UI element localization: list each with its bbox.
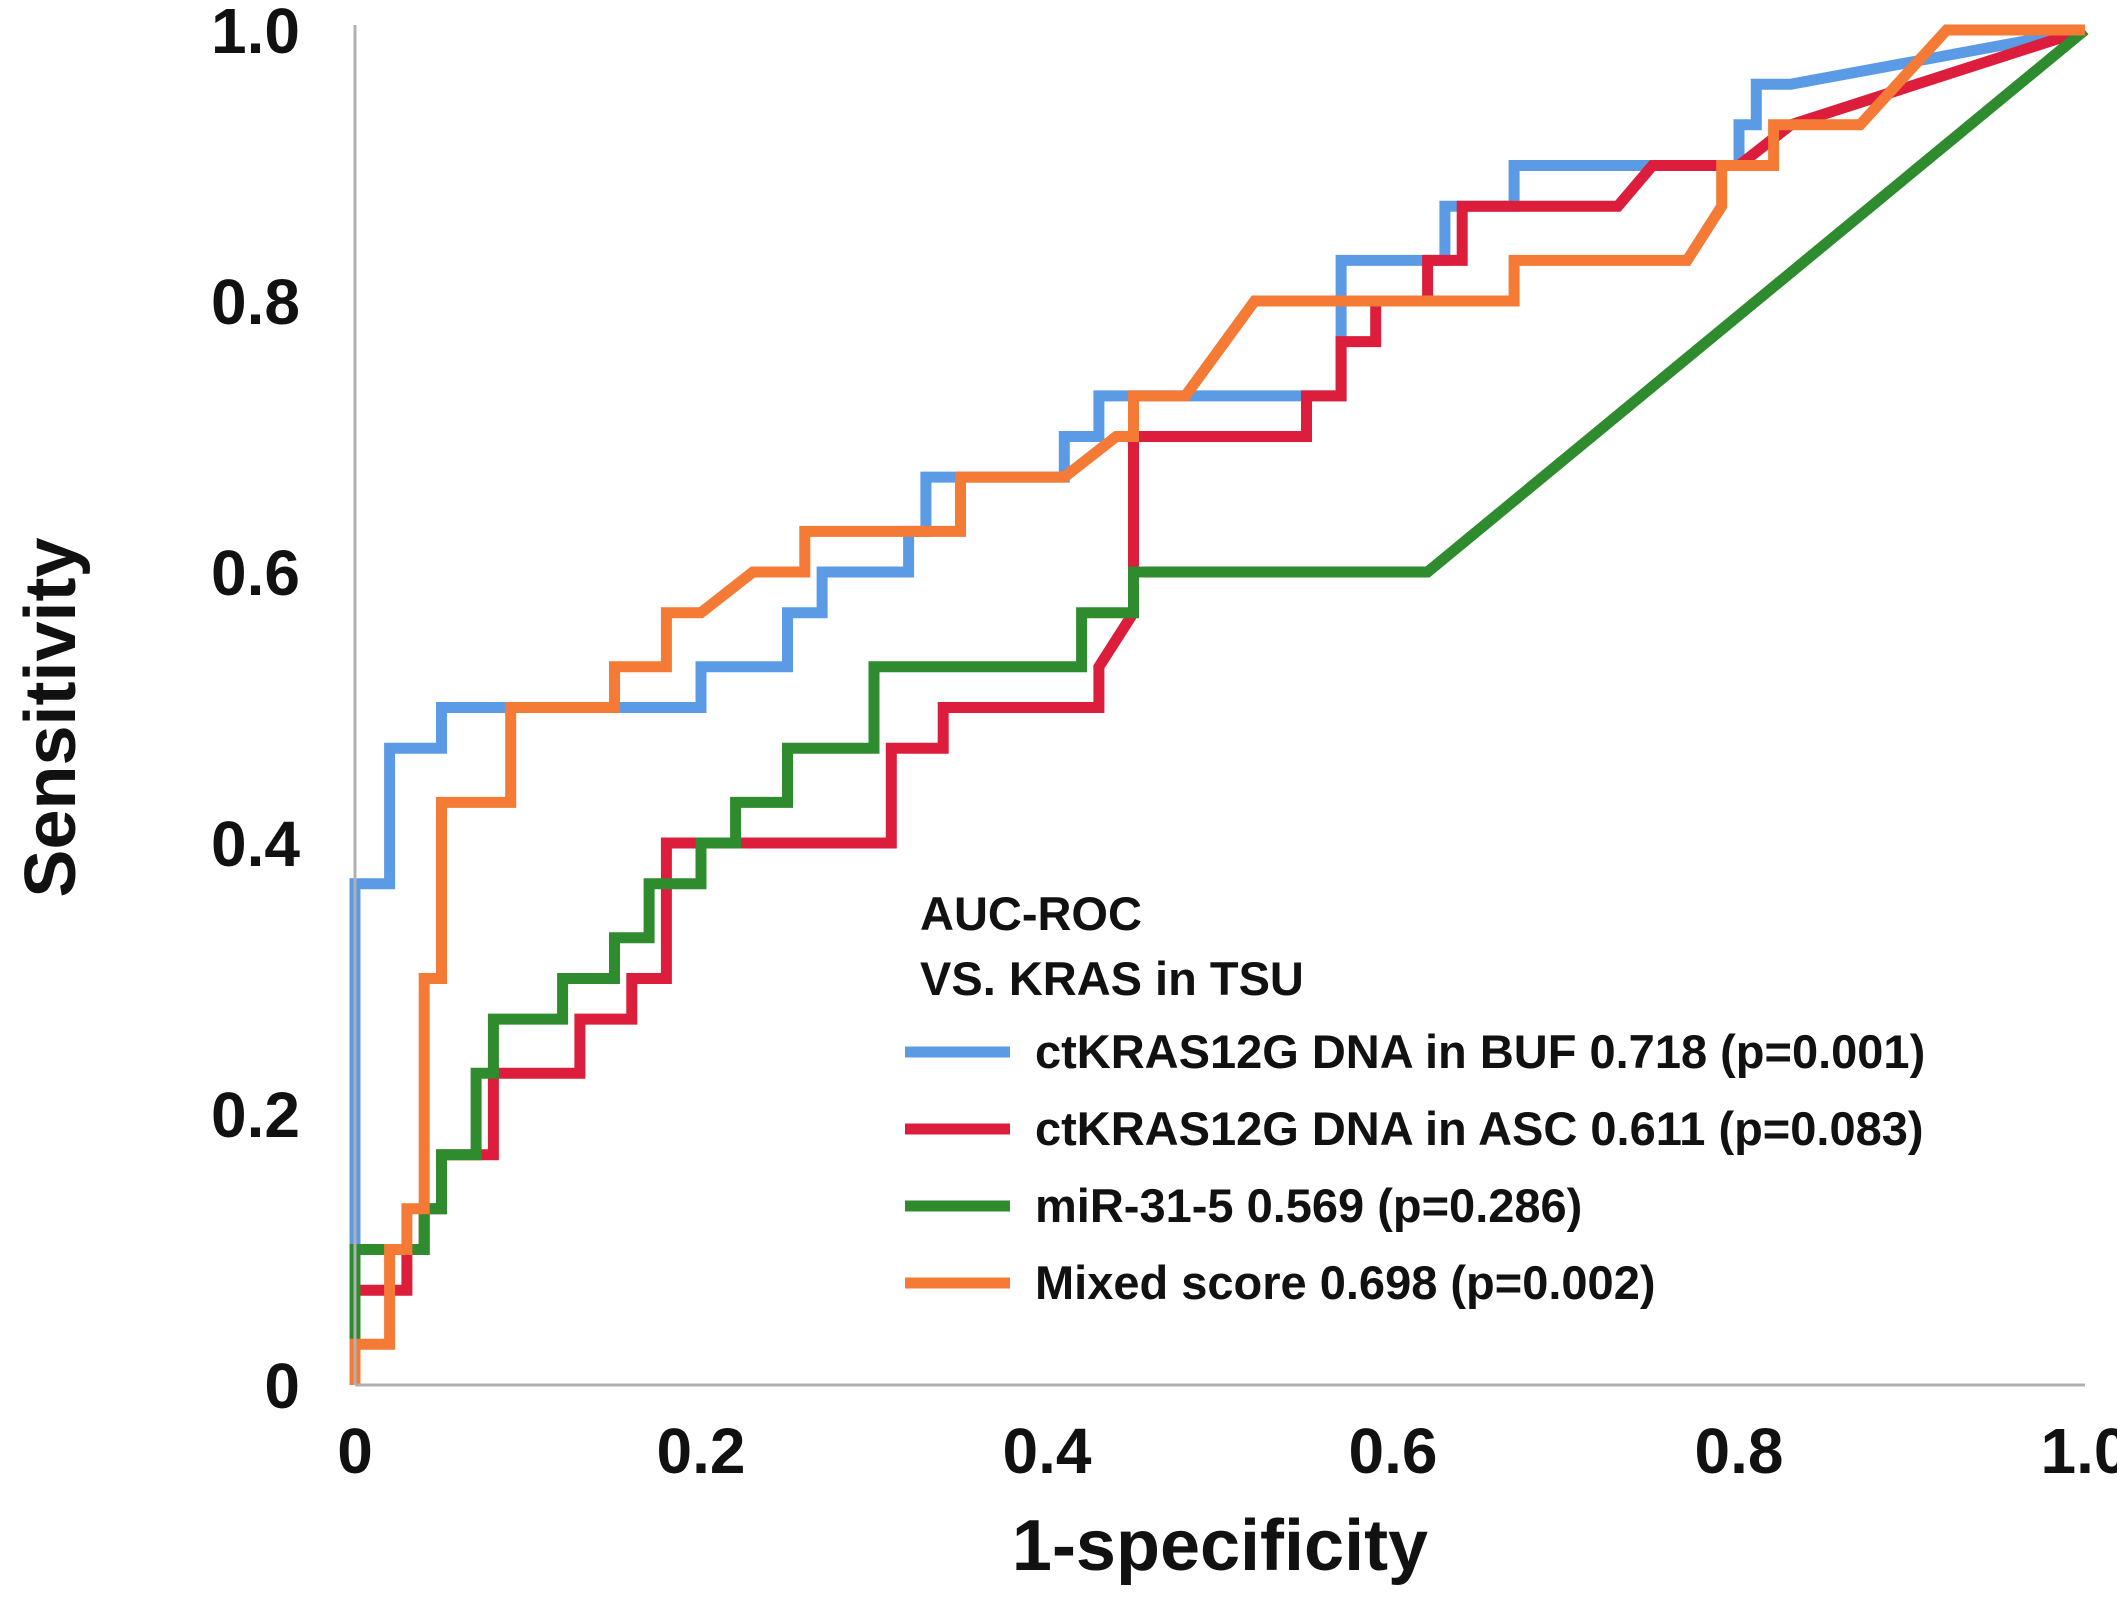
- legend-title-line-1: AUC-ROC: [920, 887, 1142, 940]
- tick-labels: 0 0.2 0.4 0.6 0.8 1.0 0 0.2 0.4 0.6 0.8 1.0: [211, 0, 2117, 1487]
- legend-label-4: Mixed score 0.698 (p=0.002): [1035, 1256, 1655, 1309]
- x-tick-label-5: 0.8: [1695, 1415, 1784, 1487]
- y-tick-label-1: 0: [264, 1350, 300, 1422]
- series-line-4: [349, 24, 2085, 1385]
- legend-items: ctKRAS12G DNA in BUF 0.718 (p=0.001) ctKR…: [905, 1025, 1925, 1309]
- legend-label-3: miR-31-5 0.569 (p=0.286): [1035, 1179, 1582, 1232]
- y-tick-label-5: 0.8: [211, 266, 300, 338]
- y-axis-title: Sensitivity: [11, 537, 91, 897]
- x-tick-label-1: 0: [337, 1415, 373, 1487]
- series-line-3: [349, 25, 2089, 1345]
- y-tick-label-3: 0.4: [211, 808, 300, 880]
- x-axis-title: 1-specificity: [1012, 1506, 1428, 1586]
- y-tick-label-6: 1.0: [211, 0, 300, 67]
- legend-title-line-2: VS. KRAS in TSU: [920, 952, 1304, 1005]
- legend: AUC-ROC VS. KRAS in TSU ctKRAS12G DNA in…: [905, 887, 1925, 1309]
- legend-label-2: ctKRAS12G DNA in ASC 0.611 (p=0.083): [1035, 1102, 1924, 1155]
- series-layer: [349, 24, 2089, 1385]
- axes-layer: [353, 25, 2085, 1387]
- y-tick-label-4: 0.6: [211, 537, 300, 609]
- x-tick-label-4: 0.6: [1349, 1415, 1438, 1487]
- x-tick-label-2: 0.2: [657, 1415, 746, 1487]
- x-tick-label-3: 0.4: [1003, 1415, 1092, 1487]
- x-tick-label-6: 1.0: [2041, 1415, 2117, 1487]
- y-tick-label-2: 0.2: [211, 1079, 300, 1151]
- legend-label-1: ctKRAS12G DNA in BUF 0.718 (p=0.001): [1035, 1025, 1925, 1078]
